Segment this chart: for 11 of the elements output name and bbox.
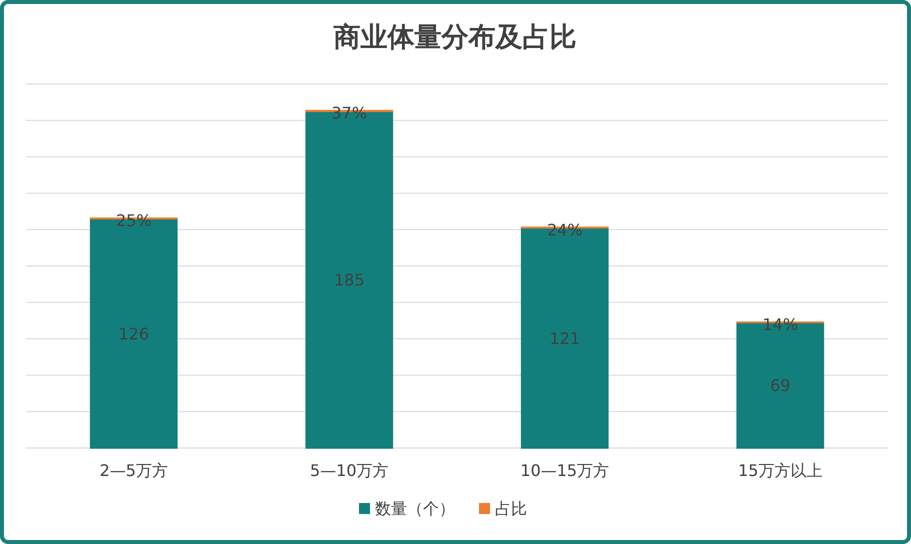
legend-label: 占比 <box>495 499 527 518</box>
legend-label: 数量（个） <box>375 499 455 518</box>
chart-title: 商业体量分布及占比 <box>332 22 576 53</box>
data-label: 185 <box>334 270 365 290</box>
data-label: 126 <box>118 324 150 344</box>
data-label: 121 <box>549 328 580 348</box>
x-tick-label: 5—10万方 <box>310 461 389 480</box>
x-tick-label: 10—15万方 <box>520 461 610 480</box>
x-tick-label: 2—5万方 <box>100 461 168 480</box>
data-label: 69 <box>770 376 790 396</box>
x-tick-label: 15万方以上 <box>738 461 822 480</box>
